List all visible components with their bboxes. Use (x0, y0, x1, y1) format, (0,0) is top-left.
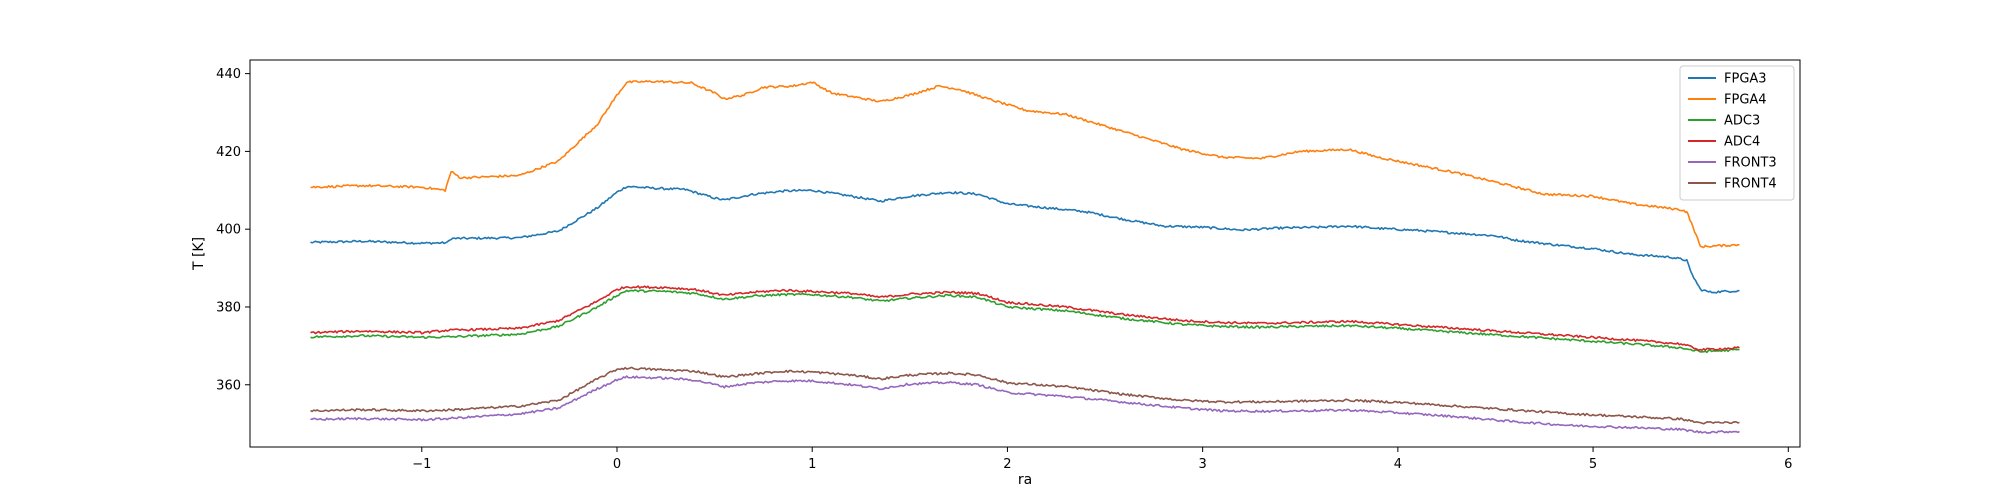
y-tick-label: 380 (216, 300, 241, 315)
legend-label: FRONT4 (1724, 177, 1777, 192)
plot-frame (249, 59, 1801, 448)
x-axis-label: ra (1018, 472, 1032, 488)
y-tick-label: 360 (216, 378, 241, 393)
series-line-adc3 (310, 289, 1740, 354)
x-tick-label: 4 (1394, 457, 1402, 472)
legend-label: ADC3 (1724, 114, 1760, 129)
legend-label: FPGA3 (1724, 72, 1767, 87)
y-tick-label: 420 (216, 145, 241, 160)
x-tick-label: 2 (1003, 457, 1011, 472)
legend-label: FPGA4 (1724, 93, 1767, 108)
legend: FPGA3 FPGA4 ADC3 ADC4 FRONT3 FRONT4 (1679, 65, 1795, 201)
x-tick-label: 3 (1199, 457, 1207, 472)
x-tick-label: 0 (613, 457, 621, 472)
x-axis: −1 0 1 2 3 4 5 6 (412, 447, 1792, 472)
y-tick-label: 400 (216, 223, 241, 238)
x-tick-label: 5 (1589, 457, 1597, 472)
series-line-fpga3 (310, 185, 1740, 294)
x-tick-label: 1 (808, 457, 816, 472)
x-tick-label: 6 (1784, 457, 1792, 472)
series-layer (310, 80, 1740, 434)
y-tick-label: 440 (216, 67, 241, 82)
y-axis-label: T [K] (191, 237, 207, 271)
legend-label: FRONT3 (1724, 156, 1777, 171)
y-axis: 360 380 400 420 440 (216, 67, 250, 393)
series-line-front3 (310, 375, 1740, 434)
x-tick-label: −1 (412, 457, 431, 472)
legend-label: ADC4 (1724, 135, 1760, 150)
series-line-fpga4 (310, 80, 1740, 249)
series-line-front4 (310, 366, 1740, 425)
series-line-adc4 (310, 285, 1740, 352)
